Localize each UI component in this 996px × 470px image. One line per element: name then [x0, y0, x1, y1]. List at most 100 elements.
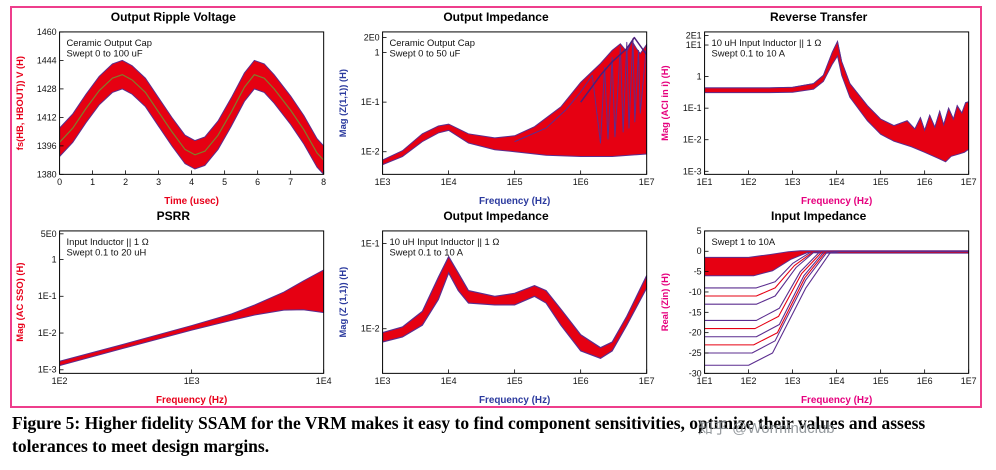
x-tick-label: 5: [222, 177, 227, 187]
y-tick-label: -10: [689, 287, 702, 297]
chart-title: Reverse Transfer: [769, 10, 868, 24]
y-axis-label: Real (Zin) (H): [659, 273, 670, 331]
y-tick-label: 1: [374, 47, 379, 57]
x-tick-label: 1E4: [829, 177, 845, 187]
x-tick-label: 4: [189, 177, 194, 187]
input-impedance-plot: 1E1 1E2 1E3 1E4 1E5 1E6 1E7 5 0 -5 -10 -15 -20 -25 -30…: [659, 226, 977, 406]
x-tick-label: 1E3: [785, 376, 801, 386]
chart-title: PSRR: [156, 209, 190, 223]
y-tick-label: 1444: [37, 55, 57, 65]
y-tick-label: 1E-2: [360, 147, 379, 157]
y-tick-label: 1E-2: [683, 135, 702, 145]
y-axis-label: Mag (Z (1,1)) (H): [337, 267, 348, 338]
psrr-plot: 1E2 1E3 1E4 5E0 1 1E-1 1E-2 1E-3 Frequency (Hz) M…: [14, 229, 332, 406]
y-tick-label: 0: [697, 246, 702, 256]
x-tick-label: 1E5: [506, 177, 522, 187]
y-tick-label: 1E-2: [360, 324, 379, 334]
x-tick-label: 1E2: [741, 376, 757, 386]
y-tick-label: 1428: [37, 84, 57, 94]
series-band: [704, 39, 970, 163]
x-tick-label: 1E1: [697, 177, 713, 187]
x-axis-label: Frequency (Hz): [801, 395, 872, 406]
y-tick-label: 5E0: [41, 229, 57, 239]
y-tick-label: 1E-3: [38, 365, 57, 375]
annotation-line: 10 uH Input Inductor || 1 Ω: [389, 236, 499, 247]
x-tick-label: 1E3: [374, 376, 390, 386]
annotation-line: Ceramic Output Cap: [389, 37, 474, 48]
series-line: [704, 250, 970, 366]
chart-title: Output Impedance: [443, 10, 549, 24]
series-band: [59, 59, 324, 175]
x-tick-label: 0: [57, 177, 62, 187]
annotation-line: Swept 0.1 to 10 A: [712, 48, 786, 59]
figure-caption-text: Higher fidelity SSAM for the VRM makes i…: [12, 413, 926, 457]
annotation-line: Swept 0 to 100 uF: [67, 48, 143, 59]
x-tick-label: 7: [288, 177, 293, 187]
series-line: [59, 74, 324, 161]
y-tick-label: 1E-1: [360, 238, 379, 248]
annotation-line: Swept 0 to 50 uF: [389, 48, 460, 59]
x-tick-label: 1E3: [785, 177, 801, 187]
reverse-transfer-plot: 1E1 1E2 1E3 1E4 1E5 1E6 1E72E11E111E-11E-21E-3…: [659, 30, 977, 207]
series-band: [382, 255, 647, 359]
series-band: [704, 250, 970, 277]
y-axis-label: fs(HB, HBOUT)) V (H): [14, 56, 25, 150]
annotation-line: Swept 1 to 10A: [712, 236, 776, 247]
chart-reverse-transfer: Reverse Transfer 1E1 1E2 1E3 1E4 1E5 1E6 1E7 2E…: [657, 8, 980, 207]
x-axis-label: Time (usec): [164, 196, 219, 207]
x-tick-label: 1E6: [917, 177, 933, 187]
series-line: [514, 38, 647, 144]
y-tick-label: -20: [689, 328, 702, 338]
y-tick-label: -25: [689, 348, 702, 358]
series-band: [382, 40, 647, 166]
x-tick-label: 8: [321, 177, 326, 187]
plot-border: [59, 230, 325, 374]
x-axis-label: Frequency (Hz): [479, 395, 550, 406]
annotation-line: Swept 0.1 to 10 A: [389, 247, 463, 258]
x-tick-label: 1: [90, 177, 95, 187]
y-axis-label: Mag (Z(1,1)) (H): [337, 69, 348, 137]
x-tick-label: 1E6: [572, 376, 588, 386]
x-tick-label: 1E6: [572, 177, 588, 187]
chart-output-ripple-voltage: Output Ripple Voltage 0 1 2 3 4 5 6 7 8 1380 1396 1…: [12, 8, 335, 207]
chart-output-impedance-top: Output Impedance 1E3 1E4 1E5 1E6 1E7 2E0 1 1E-1…: [335, 8, 658, 207]
annotation-line: Swept 0.1 to 20 uH: [67, 247, 147, 258]
x-tick-label: 1E4: [316, 376, 332, 386]
x-tick-label: 1E7: [638, 376, 654, 386]
y-tick-label: 1E-1: [360, 97, 379, 107]
y-tick-label: 1: [52, 254, 57, 264]
y-tick-label: 2E0: [363, 33, 379, 43]
x-tick-label: 1E2: [741, 177, 757, 187]
x-tick-label: 1E7: [638, 177, 654, 187]
x-tick-label: 1E3: [374, 177, 390, 187]
y-tick-label: 1460: [37, 27, 57, 37]
x-tick-label: 1E5: [506, 376, 522, 386]
x-tick-label: 1E4: [440, 376, 456, 386]
y-tick-label: 1412: [37, 112, 57, 122]
annotation-line: 10 uH Input Inductor || 1 Ω: [712, 37, 822, 48]
x-tick-label: 1E3: [184, 376, 200, 386]
y-tick-label: 1380: [37, 169, 57, 179]
annotation-line: Ceramic Output Cap: [67, 37, 152, 48]
figure-caption: Figure 5: Higher fidelity SSAM for the V…: [12, 412, 984, 458]
x-tick-label: 1E5: [873, 177, 889, 187]
series-band: [59, 269, 324, 367]
chart-input-impedance: Input Impedance 1E1 1E2 1E3 1E4 1E5 1E6 1E7 5 0 -…: [657, 207, 980, 406]
chart-output-impedance-bottom: Output Impedance 1E3 1E4 1E5 1E6 1E7 1E-1 1E-2…: [335, 207, 658, 406]
output-ripple-voltage-plot: 0 1 2 3 4 5 6 7 8 1380 1396 1412 1428 1444 1460 Time (u…: [14, 27, 326, 207]
chart-psrr: PSRR 1E2 1E3 1E4 5E0 1 1E-1 1E-2 1E-3 Frequency …: [12, 207, 335, 406]
figure-caption-label: Figure 5:: [12, 413, 81, 433]
plot-border: [381, 230, 647, 374]
output-impedance-top-plot: 1E3 1E4 1E5 1E6 1E7 2E0 1 1E-1 1E-2 Frequency (Hz…: [337, 31, 654, 207]
x-axis-label: Frequency (Hz): [801, 196, 872, 207]
y-axis-label: Mag (ACI in i) (H): [659, 65, 670, 141]
y-tick-label: -15: [689, 307, 702, 317]
y-tick-label: 1E-1: [38, 291, 57, 301]
y-tick-label: 5: [697, 226, 702, 236]
plot-border: [704, 230, 970, 374]
y-tick-label: 1: [697, 72, 702, 82]
x-tick-label: 1E6: [917, 376, 933, 386]
annotation-line: Input Inductor || 1 Ω: [67, 236, 149, 247]
y-axis-label: Mag (AC SSO) (H): [14, 263, 25, 342]
x-tick-label: 1E5: [873, 376, 889, 386]
